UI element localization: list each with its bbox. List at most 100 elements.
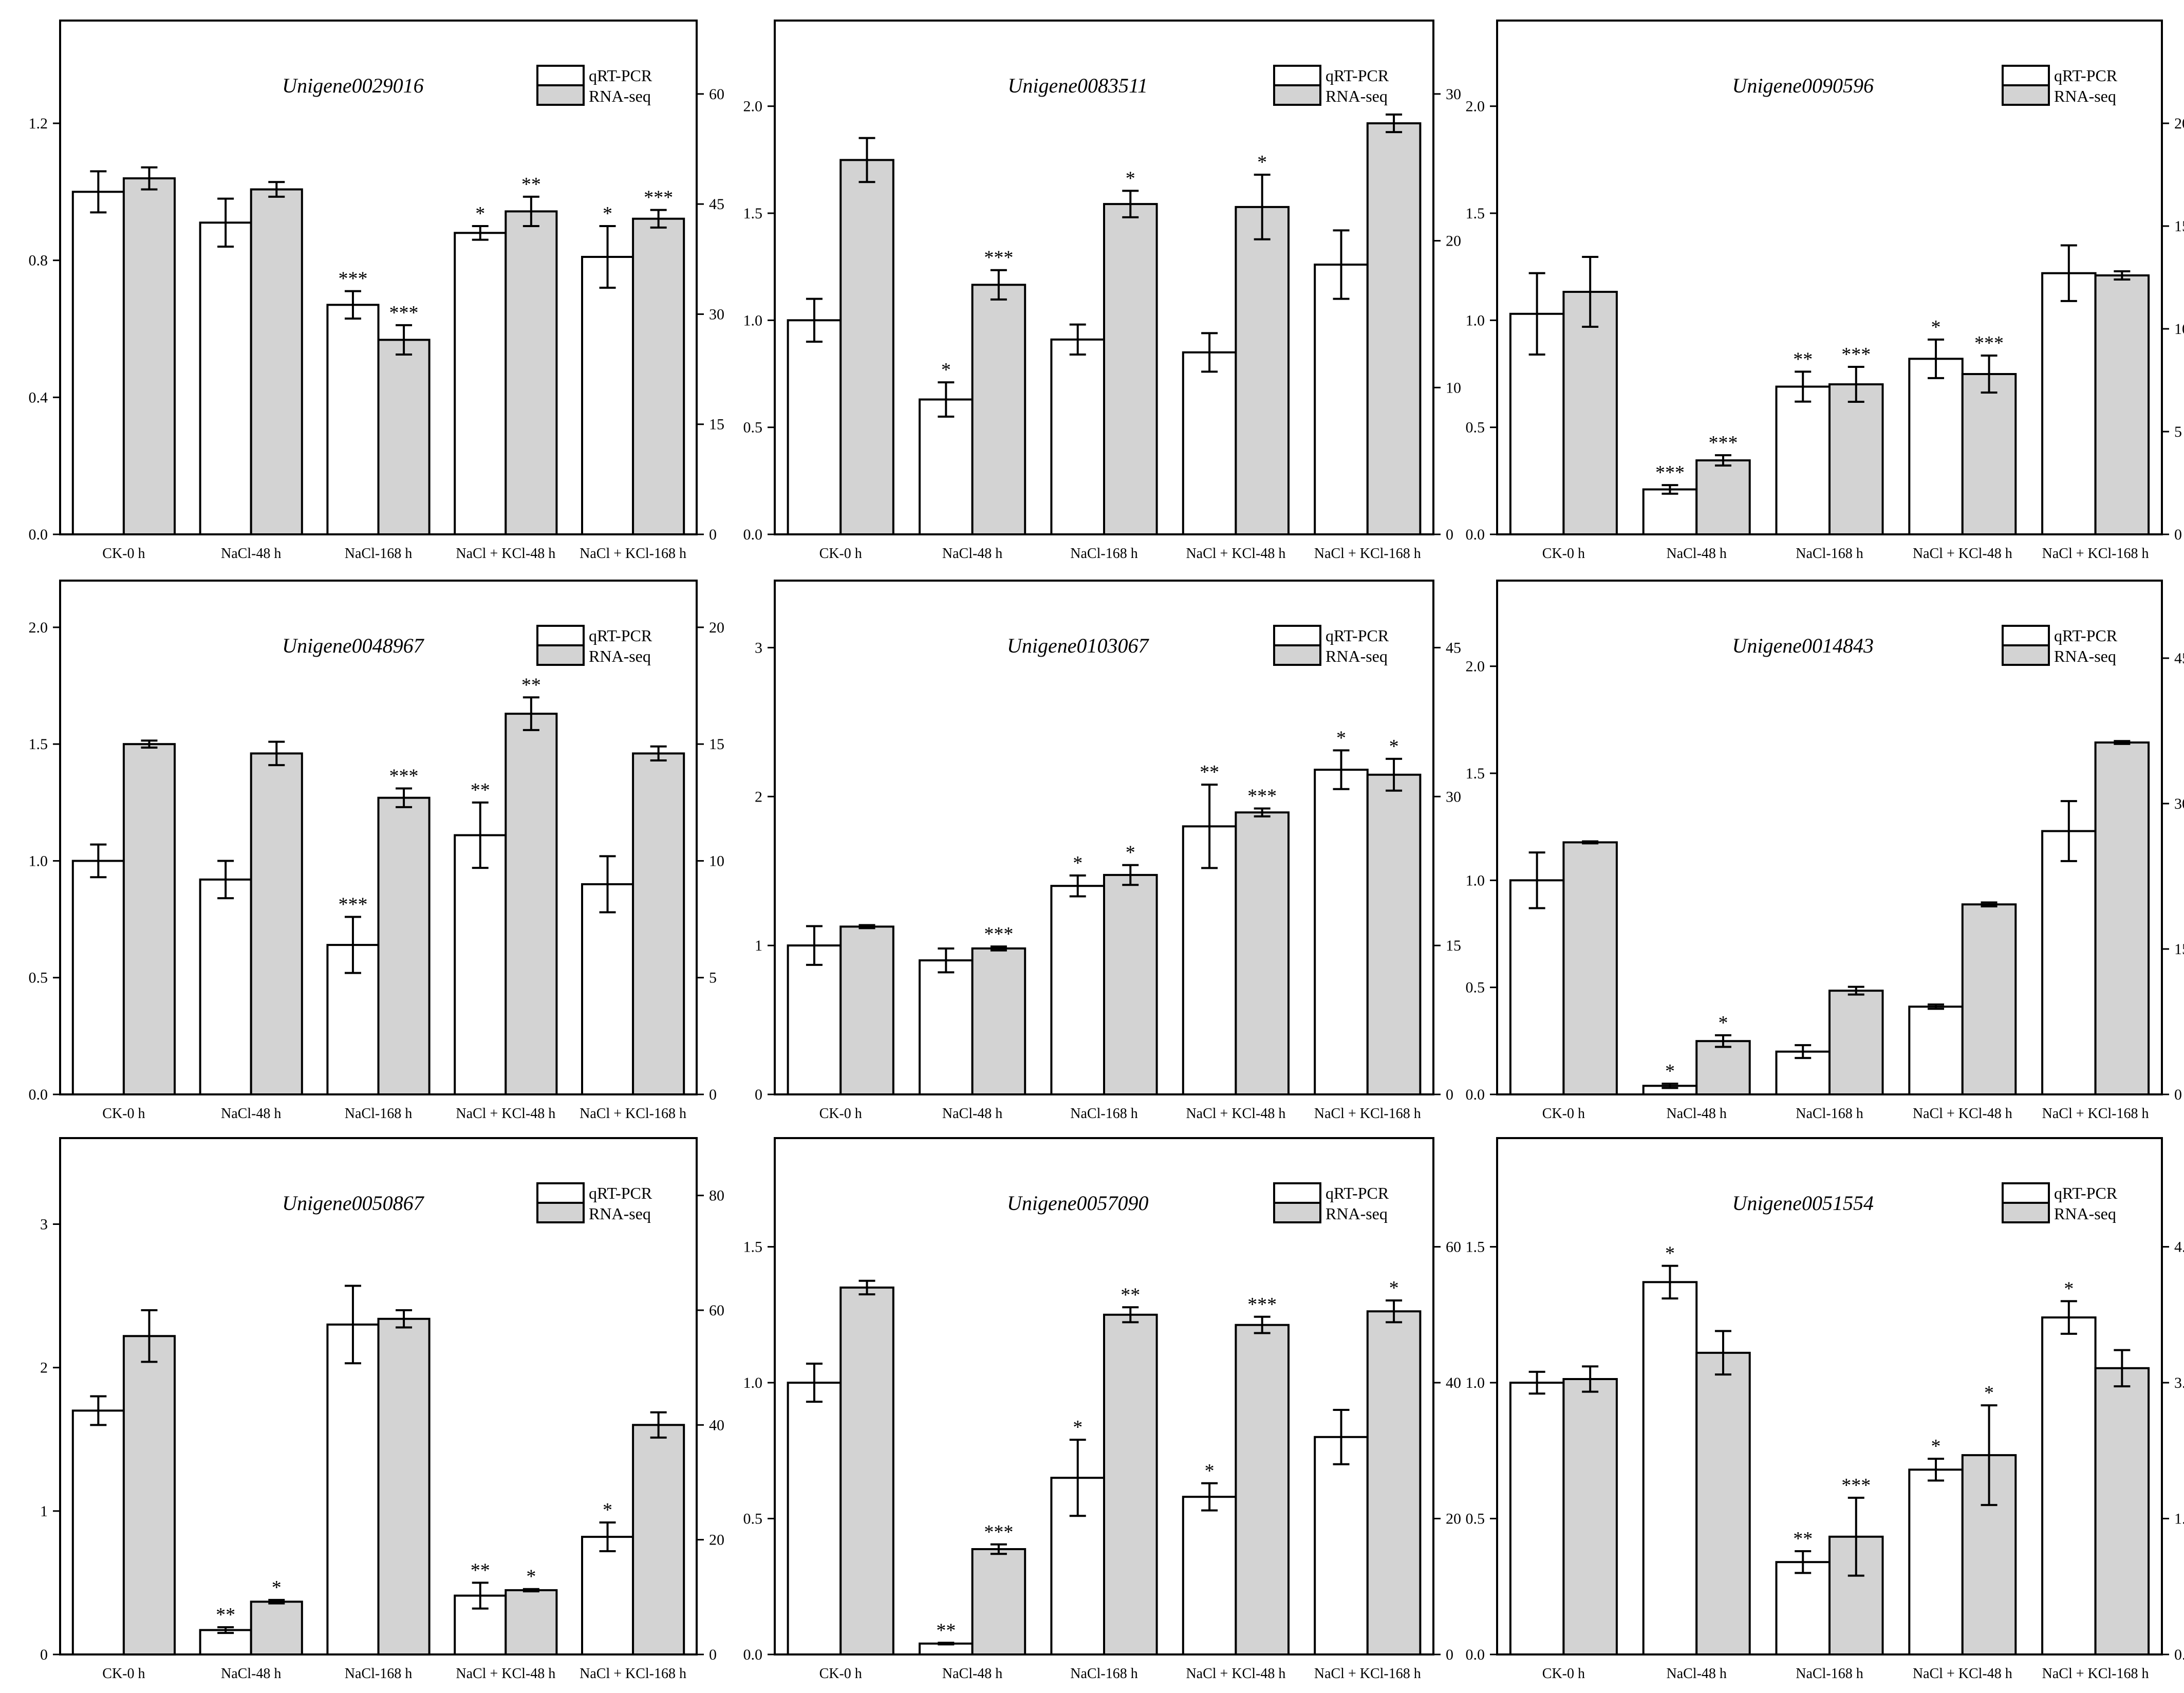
significance-mark: * [1257, 152, 1267, 173]
category-label: NaCl-48 h [942, 1666, 1002, 1682]
left-axis-tick-label: 0.0 [1466, 1086, 1485, 1103]
qrt-pcr-bar [1182, 1496, 1237, 1655]
legend-label-rna-seq: RNA-seq [589, 1204, 651, 1223]
left-axis-tick-label: 1.0 [1466, 872, 1485, 889]
plot-frame [774, 20, 1434, 535]
category-label: NaCl-168 h [1070, 1106, 1137, 1122]
category-label: NaCl-48 h [1666, 1666, 1726, 1682]
qrt-pcr-bar [454, 834, 507, 1095]
significance-mark: * [1389, 736, 1399, 757]
category-label: NaCl-168 h [345, 546, 412, 562]
category-label: CK-0 h [819, 1666, 862, 1682]
category-label: NaCl + KCl-168 h [580, 1666, 686, 1682]
qrt-pcr-bar [326, 1323, 380, 1655]
qrt-pcr-bar [1314, 769, 1369, 1095]
right-axis-tick-label: 10 [2174, 321, 2184, 338]
category-label: NaCl-168 h [1796, 1106, 1863, 1122]
rna-seq-bar [377, 339, 431, 536]
significance-mark: * [1931, 317, 1941, 338]
rna-seq-bar [2094, 274, 2150, 535]
qrt-pcr-bar [71, 191, 125, 535]
significance-mark: *** [338, 268, 367, 290]
legend-swatch-rna-seq [1273, 1202, 1321, 1223]
category-label: CK-0 h [1542, 546, 1585, 562]
left-axis-tick-label: 1.0 [743, 1374, 763, 1391]
category-label: NaCl + KCl-48 h [1913, 1666, 2012, 1682]
rna-seq-bar [1828, 990, 1884, 1095]
chart-panel-9: CK-0 h*NaCl-48 h*****NaCl-168 h**NaCl + … [1466, 1137, 2184, 1682]
rna-seq-bar [1103, 873, 1158, 1096]
left-axis-tick-label: 3 [40, 1216, 48, 1233]
category-label: CK-0 h [1542, 1666, 1585, 1682]
legend-label-rna-seq: RNA-seq [2054, 1204, 2116, 1223]
right-axis-tick-label: 4.5 [2174, 1239, 2184, 1256]
significance-mark: * [1389, 1277, 1399, 1299]
significance-mark: *** [1708, 432, 1738, 454]
qrt-pcr-bar [1314, 264, 1369, 535]
right-axis-tick-label: 0 [709, 526, 717, 543]
significance-mark: ** [521, 674, 541, 696]
right-axis-tick-label: 3.0 [2174, 1374, 2184, 1391]
left-axis-tick-label: 2.0 [1466, 98, 1485, 115]
left-axis-tick-label: 1.5 [1466, 1239, 1485, 1256]
rna-seq-bar [505, 1589, 558, 1655]
qrt-pcr-bar [1314, 1436, 1369, 1656]
significance-mark: * [1665, 1061, 1675, 1082]
chart-title: Unigene0090596 [1732, 74, 1874, 97]
significance-mark: *** [984, 1521, 1013, 1543]
significance-mark: ** [216, 1604, 235, 1626]
category-label: CK-0 h [1542, 1106, 1585, 1122]
rna-seq-bar [971, 947, 1026, 1096]
right-axis-tick-label: 20 [709, 619, 724, 636]
qrt-pcr-bar [919, 959, 974, 1095]
legend-swatch-rna-seq [536, 84, 585, 106]
legend-swatch-qrt-pcr [536, 625, 585, 646]
left-axis-tick-label: 0.0 [29, 1086, 48, 1103]
category-label: NaCl + KCl-48 h [1913, 546, 2012, 562]
right-axis-tick-label: 40 [1446, 1374, 1461, 1391]
right-axis-tick-label: 30 [1446, 86, 1461, 103]
category-label: CK-0 h [102, 1106, 145, 1122]
significance-mark: * [941, 359, 951, 381]
category-label: NaCl-168 h [1796, 546, 1863, 562]
significance-mark: * [603, 1499, 612, 1521]
significance-mark: *** [1841, 1475, 1871, 1496]
right-axis-tick-label: 10 [709, 852, 724, 869]
right-axis-tick-label: 0 [1446, 1086, 1453, 1103]
plot-frame [774, 580, 1434, 1095]
right-axis-tick-label: 80 [709, 1187, 724, 1204]
category-label: NaCl-48 h [1666, 1106, 1726, 1122]
left-axis-tick-label: 2 [755, 788, 762, 805]
chart-panel-3: CK-0 h******NaCl-48 h** ***NaCl-168 h****… [1466, 20, 2184, 562]
rna-seq-bar [377, 1317, 431, 1656]
rna-seq-bar [971, 1548, 1026, 1655]
left-axis-tick-label: 1 [40, 1503, 48, 1520]
right-axis-tick-label: 0.0 [2174, 1646, 2184, 1663]
rna-seq-bar [839, 1286, 894, 1655]
plot-frame [1496, 1137, 2163, 1655]
rna-seq-bar [1366, 773, 1422, 1096]
qrt-pcr-bar [2041, 1316, 2097, 1656]
left-axis-tick-label: 0.5 [743, 1511, 763, 1528]
rna-seq-bar [971, 284, 1026, 535]
chart-title: Unigene0103067 [1007, 634, 1150, 657]
rna-seq-bar [1828, 383, 1884, 535]
chart-panel-4: CK-0 h NaCl-48 h *** *** NaCl-168 h ** ** NaCl … [29, 580, 724, 1122]
chart-panel-2: CK-0 h****NaCl-48 h*NaCl-168 h*NaCl + KC… [743, 20, 1461, 562]
rna-seq-bar [250, 1601, 303, 1656]
right-axis-tick-label: 20 [709, 1532, 724, 1549]
legend-label-qrt-pcr: qRT-PCR [2054, 66, 2118, 85]
significance-mark: * [526, 1566, 536, 1588]
significance-mark: *** [389, 766, 419, 787]
category-label: NaCl + KCl-48 h [1186, 1666, 1285, 1682]
left-axis-tick-label: 0.5 [29, 970, 48, 987]
rna-seq-bar [1235, 811, 1290, 1095]
qrt-pcr-bar [1050, 885, 1106, 1095]
category-label: NaCl + KCl-48 h [1186, 546, 1285, 562]
category-label: NaCl + KCl-168 h [1314, 546, 1421, 562]
rna-seq-bar [632, 752, 685, 1095]
right-axis-tick-label: 60 [1446, 1239, 1461, 1256]
rna-seq-bar [250, 188, 303, 536]
significance-mark: *** [1247, 785, 1277, 807]
